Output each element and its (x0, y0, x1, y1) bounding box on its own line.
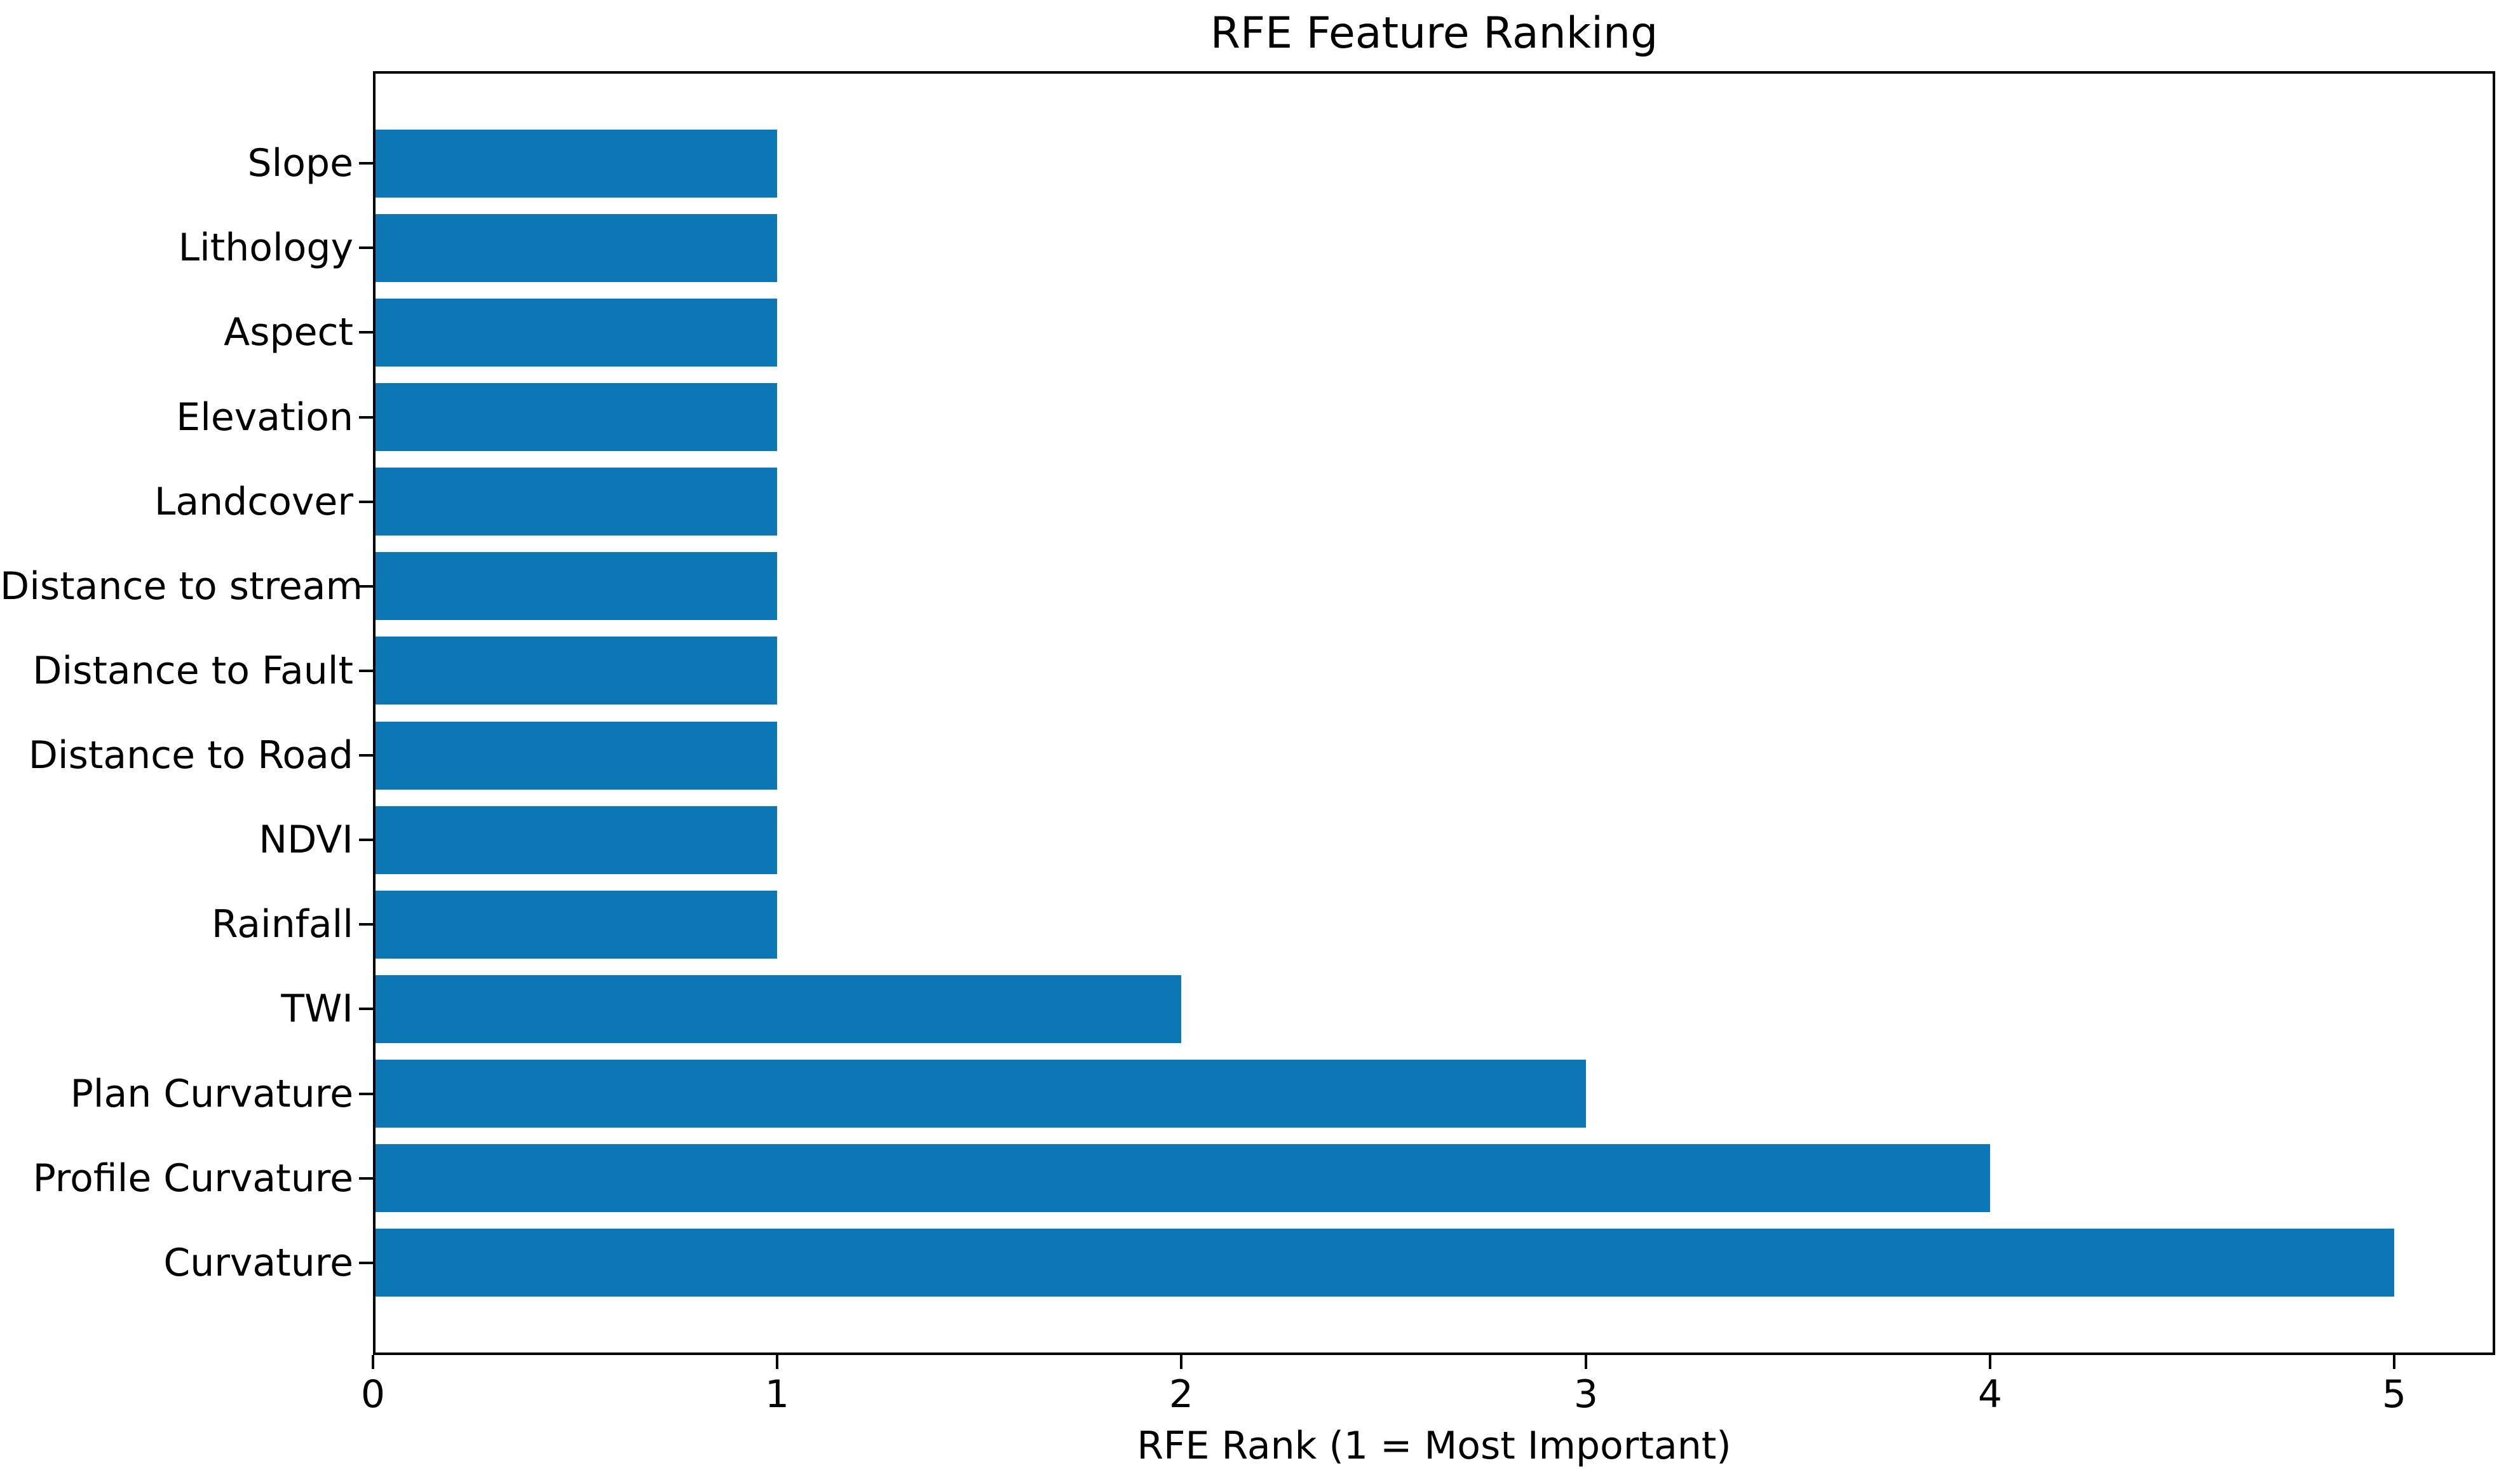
y-tick-mark (359, 501, 373, 503)
x-tick-label: 0 (360, 1372, 386, 1417)
chart-title: RFE Feature Ranking (1210, 8, 1658, 58)
x-tick-mark (372, 1355, 374, 1369)
bar (373, 722, 777, 790)
y-tick-label: Plan Curvature (70, 1072, 353, 1116)
x-tick-mark (1585, 1355, 1587, 1369)
y-tick-label: Curvature (163, 1241, 353, 1285)
y-tick-mark (359, 1262, 373, 1264)
y-tick-mark (359, 246, 373, 249)
bar (373, 130, 777, 198)
y-tick-mark (359, 839, 373, 841)
y-tick-label: Distance to Road (28, 733, 353, 778)
bar (373, 552, 777, 620)
bar (373, 806, 777, 874)
bar (373, 383, 777, 451)
y-tick-mark (359, 754, 373, 757)
y-tick-label: Distance to Fault (32, 649, 353, 693)
y-tick-label: Elevation (176, 395, 353, 440)
y-tick-label: Distance to stream (0, 564, 363, 609)
x-tick-mark (776, 1355, 778, 1369)
bar (373, 299, 777, 367)
y-tick-label: Rainfall (211, 902, 353, 947)
y-tick-mark (359, 416, 373, 419)
y-tick-mark (359, 670, 373, 672)
y-tick-label: Landcover (154, 480, 353, 524)
y-tick-label: NDVI (259, 818, 353, 862)
y-tick-mark (359, 585, 373, 588)
y-tick-mark (359, 331, 373, 334)
bar (373, 637, 777, 705)
bar (373, 214, 777, 282)
x-tick-label: 4 (1977, 1372, 2003, 1417)
y-tick-label: Lithology (178, 226, 353, 270)
bar (373, 1060, 1586, 1128)
plot-area (373, 71, 2495, 1355)
x-tick-label: 3 (1573, 1372, 1599, 1417)
y-tick-mark (359, 1093, 373, 1095)
x-tick-label: 5 (2381, 1372, 2407, 1417)
x-tick-mark (1989, 1355, 1991, 1369)
bar (373, 1229, 2394, 1297)
bar (373, 468, 777, 536)
x-tick-mark (1180, 1355, 1182, 1369)
x-axis-label: RFE Rank (1 = Most Important) (1137, 1424, 1731, 1468)
bar (373, 891, 777, 959)
bar (373, 975, 1181, 1043)
y-tick-mark (359, 923, 373, 926)
x-tick-label: 2 (1168, 1372, 1194, 1417)
bar (373, 1144, 1990, 1212)
y-tick-label: Aspect (224, 310, 353, 354)
y-tick-mark (359, 1177, 373, 1180)
y-tick-label: TWI (281, 987, 353, 1031)
y-tick-label: Profile Curvature (32, 1156, 353, 1201)
y-tick-label: Slope (247, 141, 353, 186)
y-tick-mark (359, 1008, 373, 1010)
y-tick-mark (359, 162, 373, 165)
x-tick-label: 1 (764, 1372, 790, 1417)
x-tick-mark (2393, 1355, 2395, 1369)
